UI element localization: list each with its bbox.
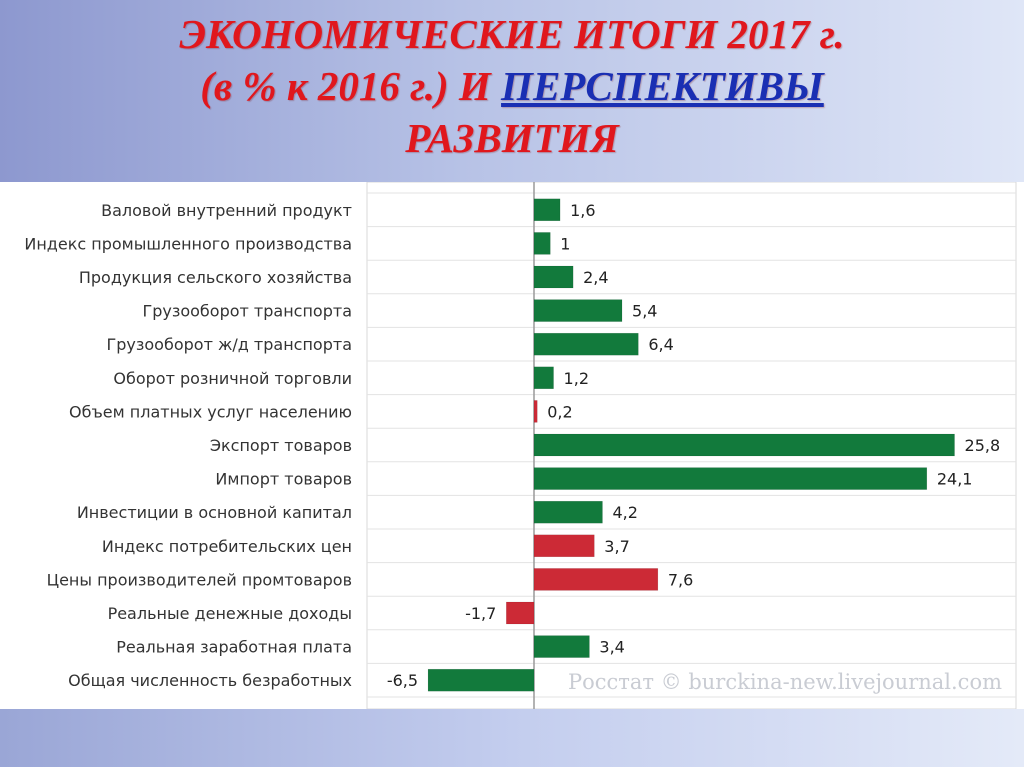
- value-label: 25,8: [965, 436, 1001, 455]
- value-label: 1: [560, 234, 570, 253]
- category-label: Общая численность безработных: [68, 671, 352, 690]
- category-label: Экспорт товаров: [210, 436, 352, 455]
- slide-title: ЭКОНОМИЧЕСКИЕ ИТОГИ 2017 г. (в % к 2016 …: [0, 8, 1024, 164]
- bar: [427, 668, 535, 692]
- value-label: 24,1: [937, 470, 973, 489]
- watermark: Росстат © burckina-new.livejournal.com: [567, 670, 1002, 694]
- bar: [533, 232, 551, 255]
- value-label: 1,6: [570, 201, 595, 220]
- category-label: Импорт товаров: [215, 470, 352, 489]
- bar: [533, 400, 538, 423]
- title-line-3: РАЗВИТИЯ: [405, 115, 619, 161]
- title-line-2: (в % к 2016 г.) И ПЕРСПЕКТИВЫ: [0, 60, 1024, 112]
- value-label: 4,2: [612, 503, 637, 522]
- category-label: Цены производителей промтоваров: [47, 570, 352, 589]
- category-label: Объем платных услуг населению: [69, 402, 352, 421]
- bar: [533, 332, 639, 356]
- value-label: 3,4: [599, 638, 624, 657]
- bar: [533, 198, 561, 222]
- perspectives-link[interactable]: ПЕРСПЕКТИВЫ: [501, 63, 824, 109]
- value-label: 7,6: [668, 570, 693, 589]
- bar: [533, 433, 955, 457]
- chart-panel: Валовой внутренний продукт 1,6 Индекс пром…: [0, 182, 1024, 709]
- value-label: -1,7: [465, 604, 496, 623]
- category-label: Грузооборот ж/д транспорта: [107, 335, 353, 354]
- bar: [533, 500, 603, 524]
- bar: [533, 635, 590, 658]
- bar: [533, 534, 595, 558]
- title-line-2-prefix: (в % к 2016 г.) И: [200, 63, 491, 109]
- bar: [506, 601, 535, 625]
- category-label: Инвестиции в основной капитал: [77, 503, 352, 522]
- category-label: Валовой внутренний продукт: [101, 201, 352, 220]
- bar: [533, 568, 659, 591]
- category-label: Реальная заработная плата: [116, 638, 352, 657]
- bar: [533, 265, 574, 289]
- bottom-band: [0, 709, 1024, 767]
- category-label: Индекс потребительских цен: [102, 537, 352, 556]
- value-label: 0,2: [547, 402, 572, 421]
- value-label: 1,2: [564, 369, 589, 388]
- title-line-1: ЭКОНОМИЧЕСКИЕ ИТОГИ 2017 г.: [179, 11, 845, 57]
- bar: [533, 366, 554, 390]
- value-label: 3,7: [604, 537, 629, 556]
- value-label: -6,5: [387, 671, 418, 690]
- value-label: 6,4: [648, 335, 673, 354]
- category-label: Реальные денежные доходы: [108, 604, 352, 623]
- bar: [533, 299, 623, 322]
- value-label: 5,4: [632, 302, 657, 321]
- value-label: 2,4: [583, 268, 608, 287]
- category-label: Оборот розничной торговли: [113, 369, 352, 388]
- category-label: Грузооборот транспорта: [142, 302, 352, 321]
- category-label: Индекс промышленного производства: [24, 234, 352, 253]
- bar-chart: Валовой внутренний продукт 1,6 Индекс пром…: [24, 182, 1017, 709]
- bar: [533, 467, 928, 490]
- category-label: Продукция сельского хозяйства: [79, 268, 352, 287]
